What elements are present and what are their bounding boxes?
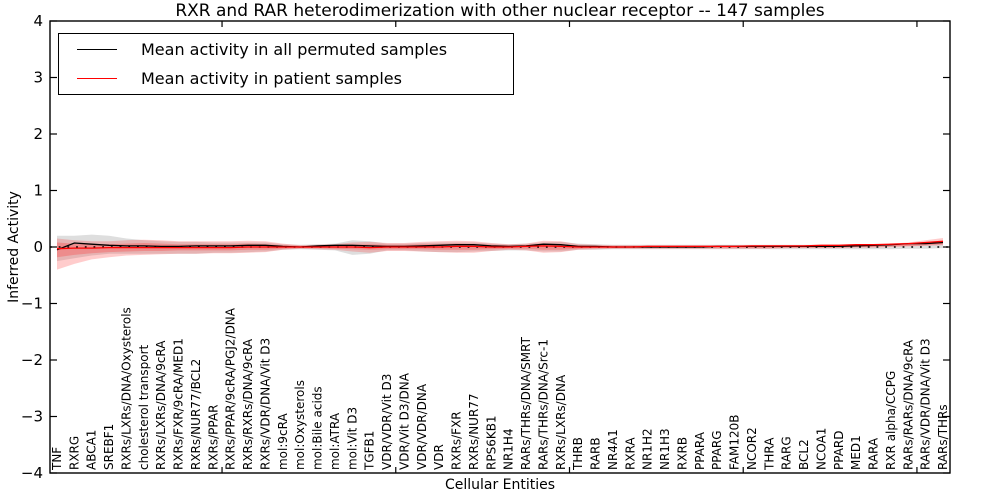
x-category-label: RARG <box>780 436 794 470</box>
x-category-label: RXRs/FXR <box>450 411 464 470</box>
x-category-label: RXRs/FXR/9cRA/MED1 <box>172 338 186 470</box>
x-category-label: PPARA <box>693 431 707 470</box>
x-category-label: RXRs/RXRs/DNA/9cRA <box>241 338 255 470</box>
x-category-label: NR4A1 <box>606 429 620 470</box>
y-tick-label: 0 <box>33 238 43 256</box>
x-category-label: TGFB1 <box>363 431 377 471</box>
x-category-label: NR1H3 <box>658 428 672 470</box>
x-category-label: RXRs/NUR77 <box>467 393 481 470</box>
y-tick-label: 3 <box>33 69 43 87</box>
x-category-label: NCOR2 <box>745 427 759 470</box>
x-category-label: RARA <box>867 437 881 470</box>
patient-mean-line <box>56 240 944 250</box>
x-category-label: RARs/THRs/DNA/SMRT <box>519 336 533 470</box>
legend-entry-patient: Mean activity in patient samples <box>59 65 513 91</box>
x-category-label: RXRG <box>67 436 81 470</box>
x-category-label: RXRs/LXRs/DNA <box>554 374 568 470</box>
y-tick-label: 4 <box>33 12 43 30</box>
x-category-label: mol:ATRA <box>328 412 342 470</box>
chart-title: RXR and RAR heterodimerization with othe… <box>175 1 825 21</box>
x-category-label: RXRs/VDR/DNA/Vit D3 <box>258 338 272 470</box>
x-category-label: NR1H2 <box>641 428 655 470</box>
legend: Mean activity in all permuted samples Me… <box>58 33 514 95</box>
x-category-label: RXRs/PPAR/9cRA/PGJ2/DNA <box>224 307 238 470</box>
x-category-label: VDR <box>432 444 446 470</box>
y-tick-label: −1 <box>21 295 43 313</box>
x-category-label: FAM120B <box>728 415 742 471</box>
y-tick-label: −2 <box>21 351 43 369</box>
x-category-label: mol:Vit D3 <box>345 407 359 470</box>
y-tick-label: −3 <box>21 408 43 426</box>
x-category-label: TNF <box>50 447 64 471</box>
x-category-label: ABCA1 <box>85 430 99 470</box>
x-category-label: SREBF1 <box>102 424 116 470</box>
x-category-label: mol:9cRA <box>276 413 290 470</box>
x-category-label: BCL2 <box>797 439 811 470</box>
legend-label-permuted: Mean activity in all permuted samples <box>141 40 448 60</box>
x-category-label: mol:Oxysterols <box>293 380 307 470</box>
x-category-label: RXRs/NUR77/BCL2 <box>189 359 203 470</box>
x-category-label: VDR/VDR/Vit D3 <box>380 374 394 470</box>
x-category-label: THRB <box>571 437 585 471</box>
legend-entry-permuted: Mean activity in all permuted samples <box>59 37 513 63</box>
x-axis-label: Cellular Entities <box>444 477 556 493</box>
x-category-label: THRA <box>762 437 776 471</box>
x-category-label: cholesterol transport <box>137 344 151 470</box>
permuted-range-band <box>57 234 943 262</box>
x-category-label: RXR alpha/CCPG <box>884 371 898 470</box>
x-category-label: RXRB <box>675 437 689 470</box>
legend-label-patient: Mean activity in patient samples <box>141 68 402 88</box>
x-category-label: RXRs/LXRs/DNA/9cRA <box>154 340 168 470</box>
patient-range-inner-band <box>57 241 943 258</box>
x-category-label: VDR/VDR/DNA <box>415 383 429 470</box>
x-category-label: RARB <box>589 437 603 470</box>
x-category-label: RARs/VDR/DNA/Vit D3 <box>919 338 933 470</box>
y-axis-label: Inferred Activity <box>6 191 22 303</box>
y-tick-label: 2 <box>33 125 43 143</box>
x-category-label: NCOA1 <box>814 428 828 470</box>
x-category-label: MED1 <box>849 435 863 470</box>
permuted-line-swatch <box>77 49 117 51</box>
x-category-label: NR1H4 <box>502 428 516 470</box>
x-category-label: VDR/Vit D3/DNA <box>397 372 411 470</box>
x-category-label: RXRs/PPAR <box>206 405 220 470</box>
x-category-label: PPARG <box>710 430 724 470</box>
x-category-label: RARs/THRs <box>936 404 950 470</box>
x-category-label: RARs/RARs/DNA/9cRA <box>901 339 915 470</box>
y-tick-label: −4 <box>21 464 43 482</box>
x-category-label: RXRs/LXRs/DNA/Oxysterols <box>119 307 133 470</box>
x-category-label: RARs/THRs/DNA/Src-1 <box>536 339 550 470</box>
patient-range-outer-band <box>57 238 943 270</box>
patient-line-swatch <box>77 77 117 79</box>
x-category-label: RPS6KB1 <box>484 415 498 470</box>
y-tick-label: 1 <box>33 182 43 200</box>
x-category-label: PPARD <box>832 431 846 471</box>
x-category-label: RXRA <box>623 437 637 470</box>
x-category-label: mol:Bile acids <box>311 386 325 470</box>
